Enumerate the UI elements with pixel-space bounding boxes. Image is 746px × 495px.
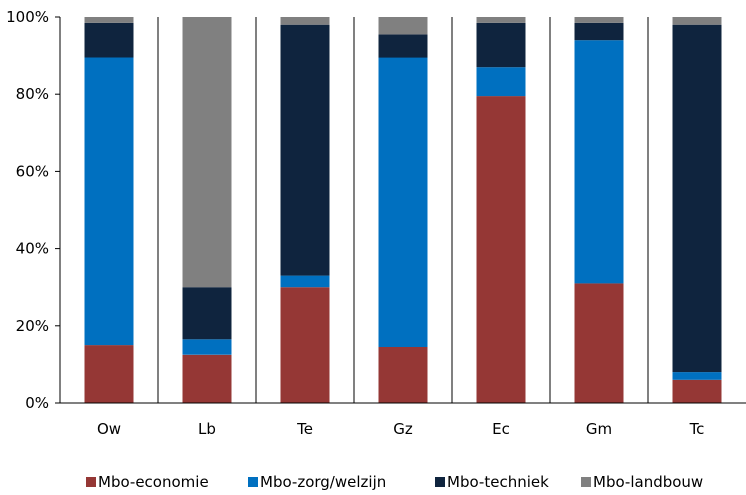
x-tick-label: Ow [97, 420, 121, 438]
legend: Mbo-economie Mbo-zorg/welzijn Mbo-techniek… [86, 473, 703, 491]
bar-segment-gm-series-0 [574, 283, 624, 403]
x-tick-label: Gz [393, 420, 413, 438]
legend-label: Mbo-landbouw [593, 473, 703, 491]
bar-segment-tc-series-2 [672, 24, 722, 373]
bar-segment-gz-series-1 [378, 57, 428, 347]
legend-swatch [435, 477, 445, 487]
bar-segment-tc-series-1 [672, 372, 722, 380]
bar-segment-ow-series-0 [84, 345, 134, 403]
legend-label: Mbo-techniek [447, 473, 549, 491]
bar-segment-lb-series-2 [182, 287, 232, 340]
bar-segment-ow-series-2 [84, 22, 134, 58]
bar-segment-te-series-0 [280, 287, 330, 403]
bar-segment-ec-series-2 [476, 22, 526, 68]
x-tick-label: Lb [198, 420, 216, 438]
x-tick-label: Tc [689, 420, 705, 438]
bar-segment-lb-series-0 [182, 354, 232, 404]
y-tick-label: 100% [6, 8, 49, 26]
legend-label: Mbo-economie [98, 473, 209, 491]
y-tick-label: 60% [16, 162, 49, 180]
legend-swatch [86, 477, 96, 487]
y-tick-label: 80% [16, 85, 49, 103]
bar-segment-ow-series-3 [84, 17, 134, 23]
axes-layer [55, 16, 746, 404]
y-axis-tick-labels: 0% 20% 40% 60% 80% 100% [6, 8, 49, 412]
legend-swatch [248, 477, 258, 487]
y-tick-label: 0% [25, 394, 49, 412]
bar-segment-ow-series-1 [84, 57, 134, 346]
bar-segment-gm-series-3 [574, 17, 624, 23]
y-tick-label: 20% [16, 317, 49, 335]
bar-segment-te-series-2 [280, 24, 330, 276]
y-tick-label: 40% [16, 240, 49, 258]
bar-segment-ec-series-1 [476, 67, 526, 97]
bar-segment-gz-series-3 [378, 17, 428, 35]
bar-segment-lb-series-1 [182, 339, 232, 355]
bar-segment-ec-series-3 [476, 17, 526, 23]
bar-segment-tc-series-3 [672, 17, 722, 25]
x-tick-label: Gm [586, 420, 612, 438]
bar-segment-gm-series-2 [574, 22, 624, 41]
bar-segment-te-series-1 [280, 275, 330, 288]
legend-swatch [581, 477, 591, 487]
x-tick-label: Te [296, 420, 313, 438]
bar-segment-gm-series-1 [574, 40, 624, 284]
x-axis-tick-labels: Ow Lb Te Gz Ec Gm Tc [97, 420, 704, 438]
bar-segment-te-series-3 [280, 17, 330, 25]
bar-segment-gz-series-2 [378, 34, 428, 58]
x-tick-label: Ec [492, 420, 510, 438]
legend-label: Mbo-zorg/welzijn [260, 473, 386, 491]
bar-segment-gz-series-0 [378, 347, 428, 403]
bar-segment-ec-series-0 [476, 96, 526, 403]
bar-segment-tc-series-0 [672, 379, 722, 403]
bars-layer [84, 17, 722, 404]
bar-segment-lb-series-3 [182, 17, 232, 288]
